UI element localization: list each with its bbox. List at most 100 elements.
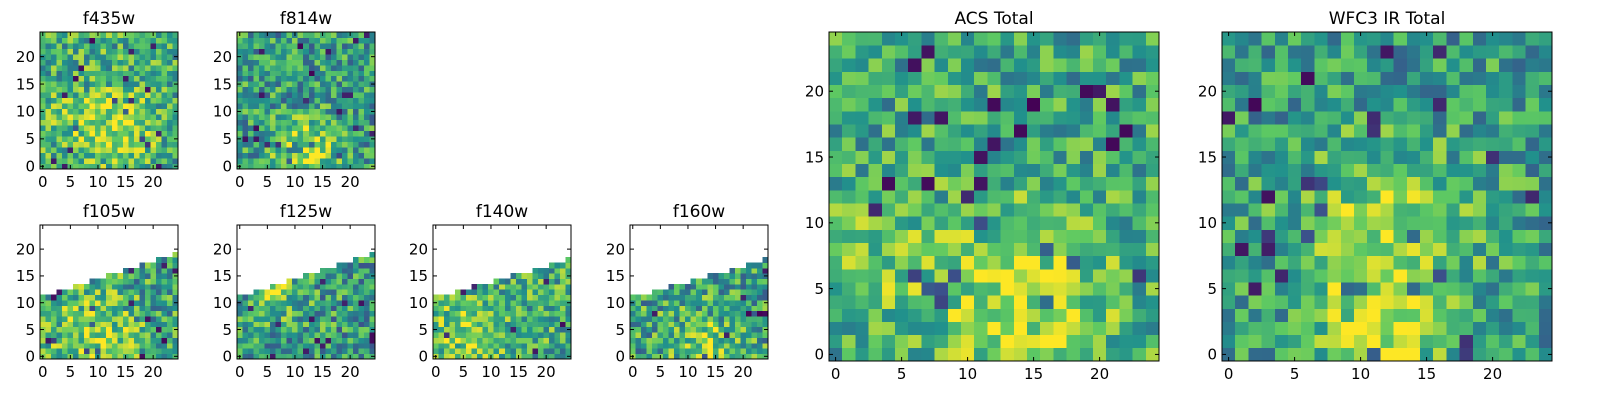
heatmap-cell <box>117 342 124 349</box>
heatmap-cells <box>1222 32 1553 362</box>
heatmap-cell <box>718 321 725 328</box>
heatmap-cell <box>1446 163 1460 178</box>
heatmap-cell <box>842 334 856 349</box>
heatmap-cell <box>314 108 321 115</box>
heatmap-cell <box>308 348 315 355</box>
heatmap-cell <box>1013 321 1028 336</box>
heatmap-cell <box>707 321 714 328</box>
heatmap-cell <box>1538 176 1553 191</box>
heatmap-cell <box>868 295 883 309</box>
heatmap-cell <box>1000 97 1015 112</box>
heatmap-cell <box>314 141 321 148</box>
heatmap-cell <box>537 283 544 290</box>
heatmap-cell <box>106 42 113 49</box>
heatmap-cell <box>248 125 254 132</box>
heatmap-cell <box>78 152 85 159</box>
heatmap-cell <box>325 53 332 60</box>
heatmap-cell <box>352 337 359 344</box>
heatmap-cell <box>521 332 528 338</box>
heatmap-cell <box>1222 45 1236 59</box>
heatmap-cell <box>242 163 249 170</box>
heatmap-cell <box>1433 58 1447 72</box>
heatmap-cell <box>1066 203 1081 217</box>
heatmap-cell <box>84 136 91 142</box>
heatmap-cell <box>1235 321 1249 336</box>
heatmap-cell <box>303 114 310 121</box>
heatmap-cell <box>668 316 675 322</box>
heatmap-cell <box>303 108 310 115</box>
heatmap-cell <box>881 32 896 46</box>
heatmap-cell <box>336 136 343 142</box>
heatmap-cell <box>281 97 288 104</box>
x-tick-label: 15 <box>116 173 135 191</box>
heatmap-cell <box>1248 282 1262 296</box>
heatmap-cell <box>106 163 113 170</box>
heatmap-cell <box>314 103 321 110</box>
heatmap-cell <box>89 283 96 290</box>
heatmap-cell <box>155 32 162 38</box>
heatmap-cell <box>1288 295 1302 309</box>
heatmap-cell <box>921 150 935 164</box>
heatmap-cell <box>253 70 260 77</box>
heatmap-cell <box>1393 45 1408 59</box>
heatmap-cell <box>868 203 883 217</box>
heatmap-cell <box>1145 321 1160 336</box>
heatmap-cell <box>270 48 277 55</box>
heatmap-cell <box>829 229 843 243</box>
heatmap-cell <box>363 332 370 338</box>
heatmap-cell <box>286 32 293 38</box>
heatmap-cell <box>292 289 299 296</box>
heatmap-cell <box>1288 268 1302 283</box>
heatmap-cell <box>449 342 456 349</box>
heatmap-cell <box>286 326 293 333</box>
heatmap-cell <box>336 158 343 164</box>
heatmap-cell <box>1027 203 1041 217</box>
heatmap-cell <box>51 125 57 132</box>
heatmap-cell <box>718 326 725 333</box>
heatmap-cell <box>1145 268 1160 283</box>
heatmap-cell <box>1027 97 1041 112</box>
heatmap-cell <box>237 97 243 104</box>
heatmap-cell <box>1288 84 1302 99</box>
heatmap-cell <box>139 158 146 164</box>
heatmap-cell <box>734 342 741 349</box>
heatmap-cell <box>1274 58 1289 72</box>
heatmap-cell <box>286 114 293 121</box>
heatmap-cell <box>1354 308 1368 322</box>
heatmap-cell <box>1261 84 1276 99</box>
heatmap-cell <box>674 283 681 290</box>
heatmap-cell <box>1327 189 1342 204</box>
heatmap-cell <box>1040 71 1054 86</box>
heatmap-cell <box>1119 242 1133 257</box>
heatmap-cell <box>1132 150 1147 164</box>
heatmap-cell <box>444 332 450 338</box>
heatmap-cell <box>1327 282 1342 296</box>
heatmap-cell <box>1538 334 1553 349</box>
heatmap-cell <box>921 255 935 270</box>
heatmap-cell <box>663 321 670 328</box>
heatmap-cell <box>1106 203 1120 217</box>
heatmap-cell <box>292 64 299 71</box>
heatmap-cell <box>347 86 354 93</box>
heatmap-cell <box>73 326 80 333</box>
heatmap-cell <box>358 152 365 159</box>
heatmap-cell <box>855 216 869 230</box>
heatmap-cell <box>40 92 46 99</box>
heatmap-cell <box>45 32 52 38</box>
heatmap-cell <box>358 289 365 296</box>
heatmap-cell <box>341 97 348 104</box>
heatmap-cell <box>646 300 653 306</box>
heatmap-cell <box>466 289 473 296</box>
heatmap-cell <box>73 75 80 82</box>
heatmap-cell <box>690 348 697 355</box>
heatmap-cell <box>264 48 271 55</box>
heatmap-cell <box>1459 216 1474 230</box>
heatmap-cell <box>336 337 343 344</box>
heatmap-cell <box>1486 84 1500 99</box>
heatmap-cell <box>347 294 354 301</box>
heatmap-cell <box>488 310 495 317</box>
heatmap-cell <box>281 326 288 333</box>
heatmap-cell <box>286 147 293 153</box>
heatmap-cell <box>161 108 168 115</box>
heatmap-cell <box>275 332 282 338</box>
